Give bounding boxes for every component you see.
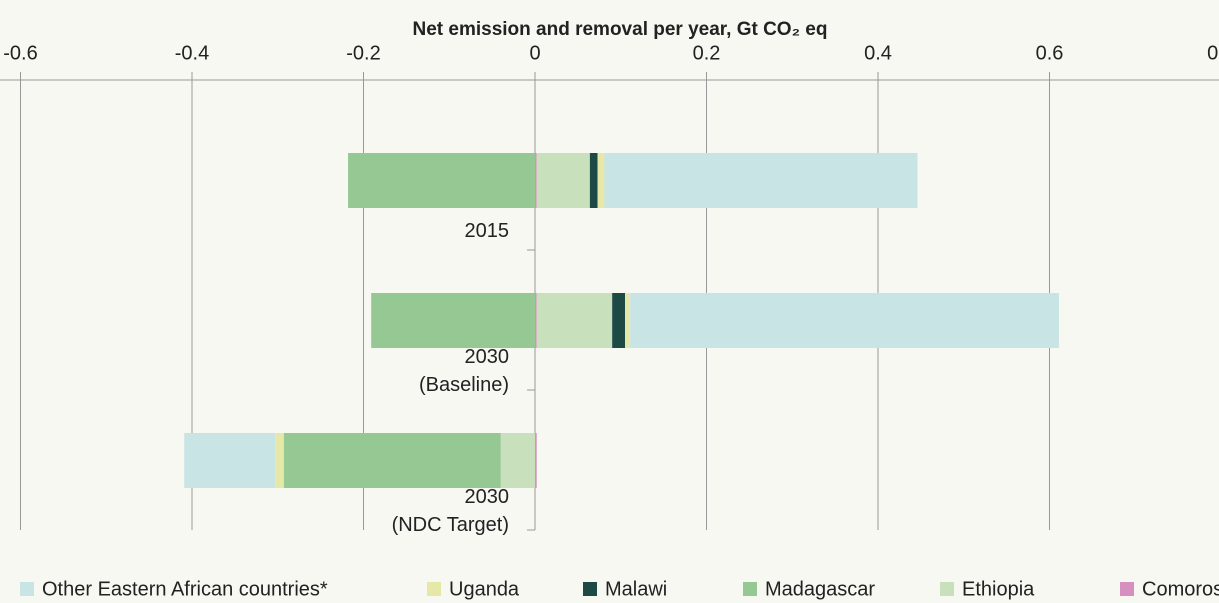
bar-segment [536,293,613,348]
bar-segment [275,433,284,488]
bar-segment [348,153,535,208]
x-tick-label: -0.4 [175,42,209,64]
bar-segment [535,153,537,208]
legend-label: Uganda [449,578,520,600]
bar-segment [371,293,535,348]
legend-swatch [743,582,757,596]
bar-segment [184,433,276,488]
legend-label: Comoros [1142,578,1219,600]
x-tick-label: 0.2 [693,42,721,64]
legend-swatch [940,582,954,596]
y-tick-label: 2015 [465,220,510,242]
legend-swatch [583,582,597,596]
legend-label: Malawi [605,578,667,600]
legend-item: Uganda [427,578,520,600]
x-tick-label: -0.6 [3,42,37,64]
legend-label: Other Eastern African countries* [42,578,328,600]
bar-segment [612,293,626,348]
x-tick-label: 0 [529,42,540,64]
bar-segment [589,153,598,208]
bar-segment [500,433,535,488]
x-tick-label: 0.6 [1036,42,1064,64]
x-tick-label: 0.8 [1207,42,1219,64]
legend-label: Madagascar [765,578,875,600]
chart-title: Net emission and removal per year, Gt CO… [413,19,828,40]
y-tick-label: 2030 (Baseline) [419,346,509,396]
legend-label: Ethiopia [962,578,1035,600]
legend-item: Malawi [583,578,667,600]
legend-swatch [20,582,34,596]
bar-segment [536,153,590,208]
bar-segment [535,433,537,488]
bar-segment [625,293,631,348]
legend-item: Ethiopia [940,578,1035,600]
legend-item: Comoros [1120,578,1219,600]
bar-segment [283,433,501,488]
bar-segment [597,153,605,208]
x-tick-label: -0.2 [346,42,380,64]
legend-item: Madagascar [743,578,875,600]
y-tick-label: 2030 (NDC Target) [392,486,509,536]
x-tick-label: 0.4 [864,42,892,64]
legend-item: Other Eastern African countries* [20,578,328,600]
legend-swatch [1120,582,1134,596]
legend-swatch [427,582,441,596]
bar-segment [630,293,1059,348]
bar-segment [535,293,537,348]
bar-segment [604,153,918,208]
